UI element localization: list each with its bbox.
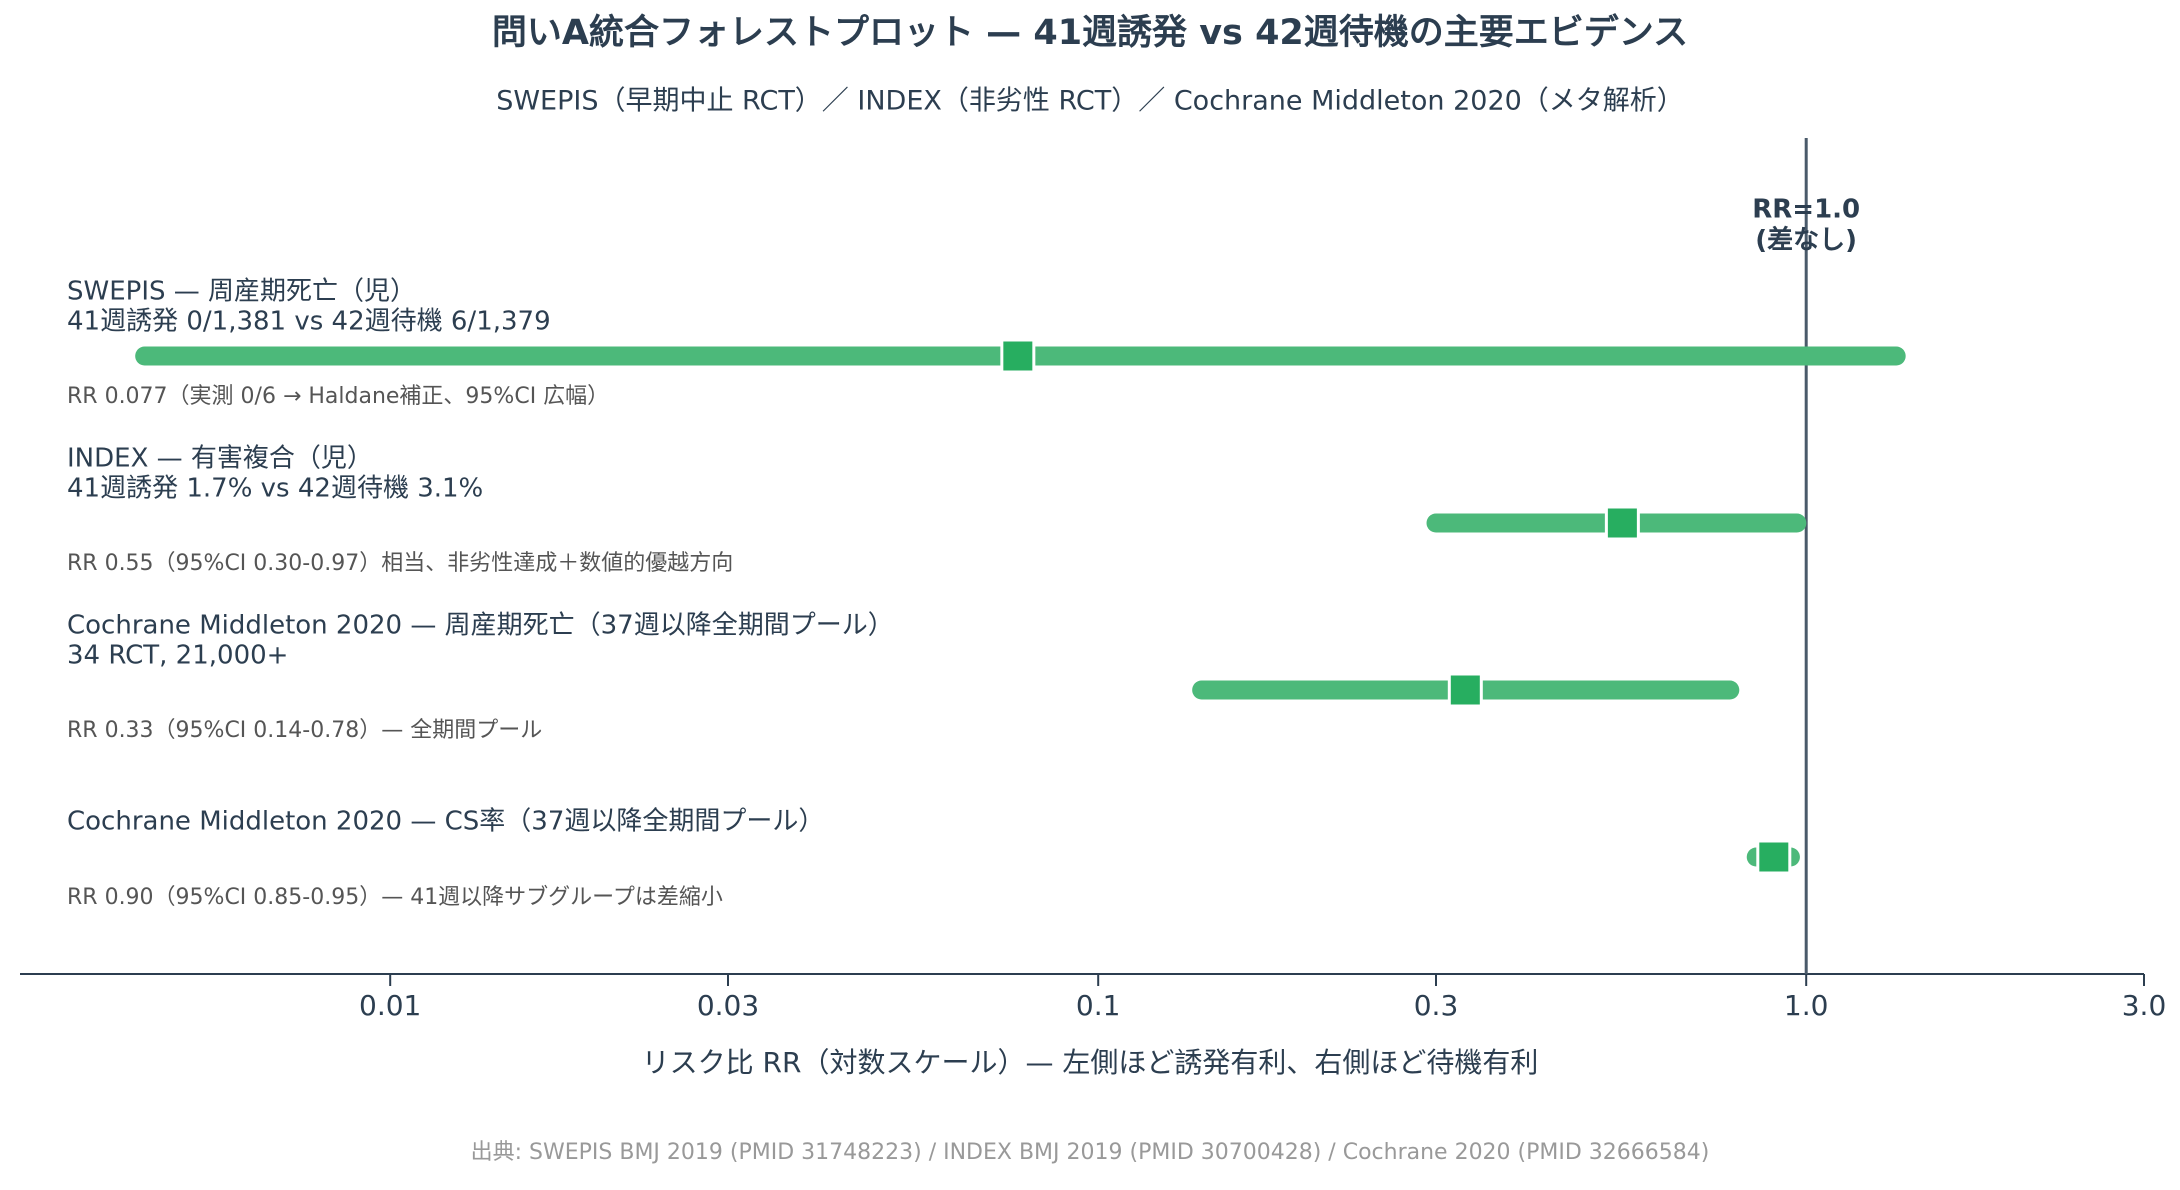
study-note: RR 0.55（95%CI 0.30-0.97）相当、非劣性達成＋数値的優越方向: [67, 551, 733, 576]
x-tick-label: 0.3: [1414, 989, 1459, 1022]
source-note: 出典: SWEPIS BMJ 2019 (PMID 31748223) / IN…: [471, 1140, 1710, 1165]
reference-label: (差なし): [1755, 225, 1857, 256]
x-tick-label: 1.0: [1784, 989, 1829, 1022]
study-note: RR 0.33（95%CI 0.14-0.78）— 全期間プール: [67, 718, 542, 743]
x-tick-label: 0.1: [1076, 989, 1121, 1022]
study-label: INDEX — 有害複合（児）: [67, 444, 373, 474]
chart-subtitle: SWEPIS（早期中止 RCT）／ INDEX（非劣性 RCT）／ Cochra…: [496, 86, 1684, 117]
estimate-marker: [1000, 338, 1036, 374]
estimate-marker: [1756, 839, 1792, 875]
x-axis-label: リスク比 RR（対数スケール）— 左側ほど誘発有利、右側ほど待機有利: [642, 1046, 1539, 1079]
x-tick-label: 3.0: [2122, 989, 2167, 1022]
study-note: RR 0.077（実測 0/6 → Haldane補正、95%CI 広幅）: [67, 384, 609, 409]
estimate-marker: [1447, 672, 1483, 708]
reference-label: RR=1.0: [1752, 195, 1860, 225]
x-tick-label: 0.01: [359, 989, 421, 1022]
study-label: Cochrane Middleton 2020 — CS率（37週以降全期間プー…: [67, 807, 824, 837]
chart-title: 問いA統合フォレストプロット — 41週誘発 vs 42週待機の主要エビデンス: [492, 12, 1688, 53]
study-label: SWEPIS — 周産期死亡（児）: [67, 277, 416, 307]
study-label: Cochrane Middleton 2020 — 周産期死亡（37週以降全期間…: [67, 611, 894, 641]
estimate-marker: [1604, 505, 1640, 541]
study-note: RR 0.90（95%CI 0.85-0.95）— 41週以降サブグループは差縮…: [67, 885, 723, 910]
x-tick-label: 0.03: [697, 989, 759, 1022]
study-detail: 41週誘発 1.7% vs 42週待機 3.1%: [67, 474, 483, 504]
study-detail: 41週誘発 0/1,381 vs 42週待機 6/1,379: [67, 307, 551, 337]
study-detail: 34 RCT, 21,000+: [67, 641, 288, 671]
